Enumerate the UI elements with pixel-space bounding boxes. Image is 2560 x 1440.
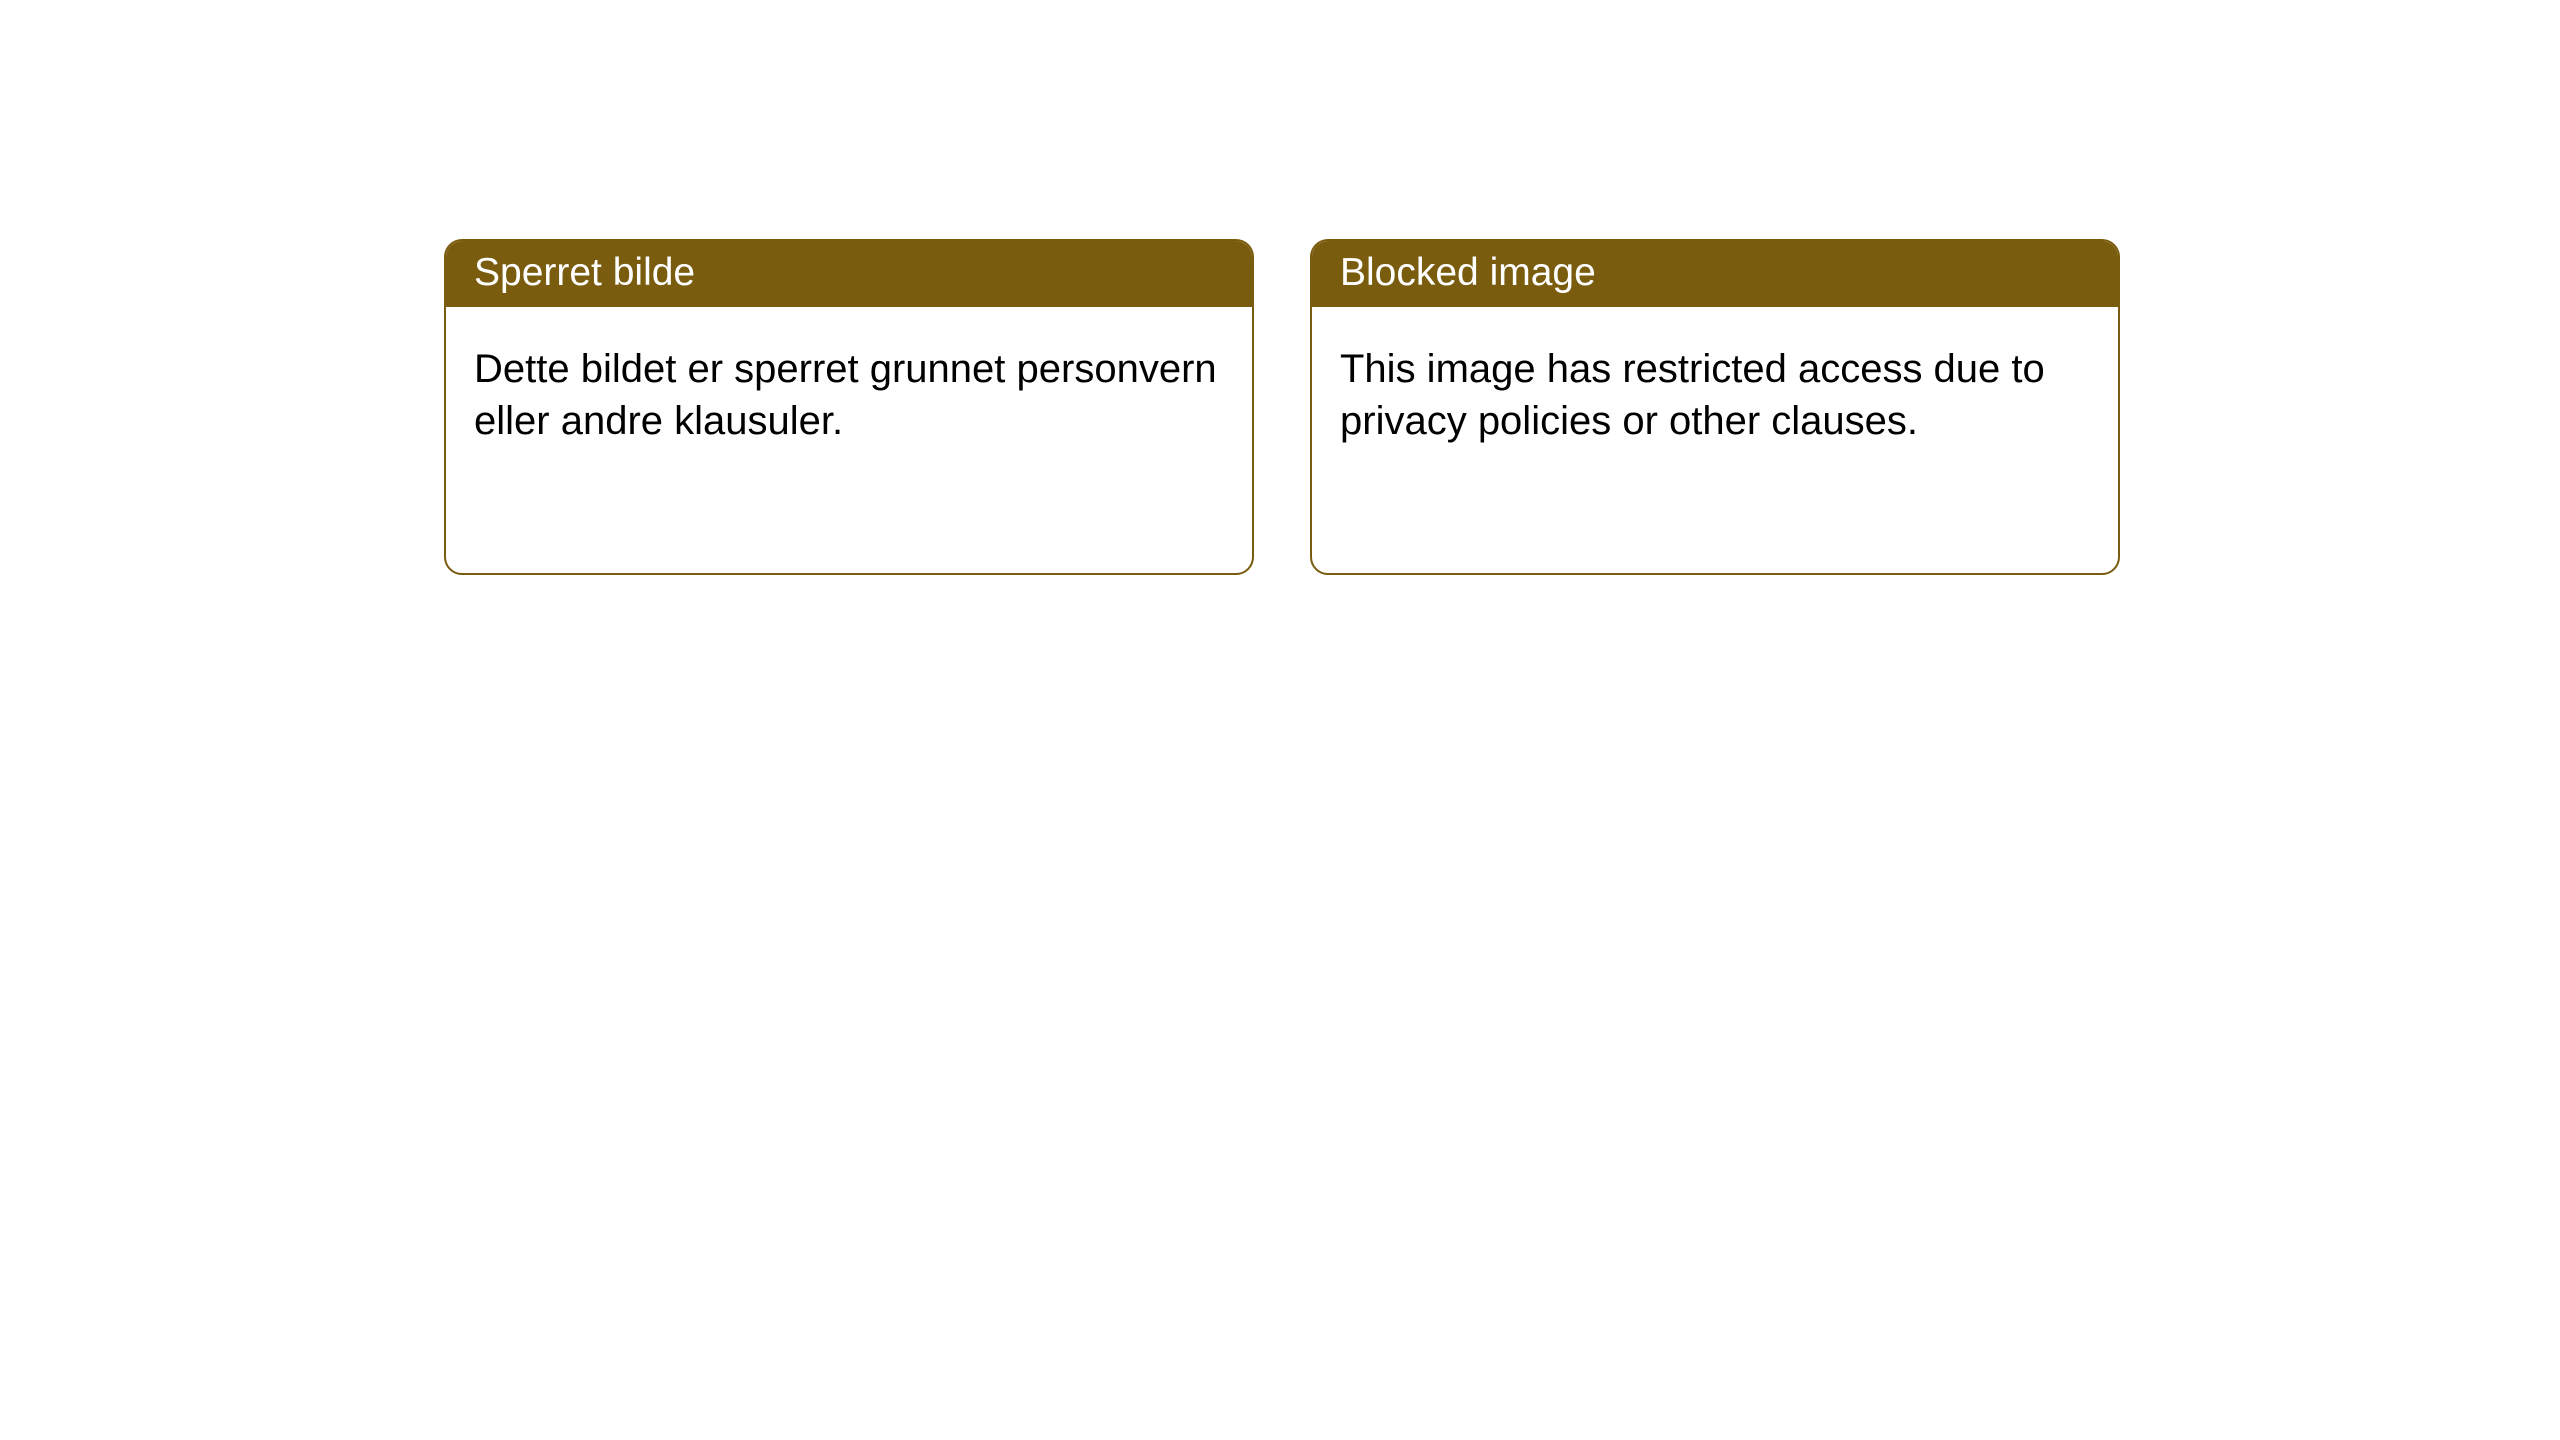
- notice-header-english: Blocked image: [1312, 241, 2118, 307]
- notice-body-english: This image has restricted access due to …: [1312, 307, 2118, 573]
- notice-card-english: Blocked image This image has restricted …: [1310, 239, 2120, 575]
- notice-card-norwegian: Sperret bilde Dette bildet er sperret gr…: [444, 239, 1254, 575]
- notice-body-norwegian: Dette bildet er sperret grunnet personve…: [446, 307, 1252, 573]
- notice-header-norwegian: Sperret bilde: [446, 241, 1252, 307]
- notice-container: Sperret bilde Dette bildet er sperret gr…: [444, 239, 2120, 575]
